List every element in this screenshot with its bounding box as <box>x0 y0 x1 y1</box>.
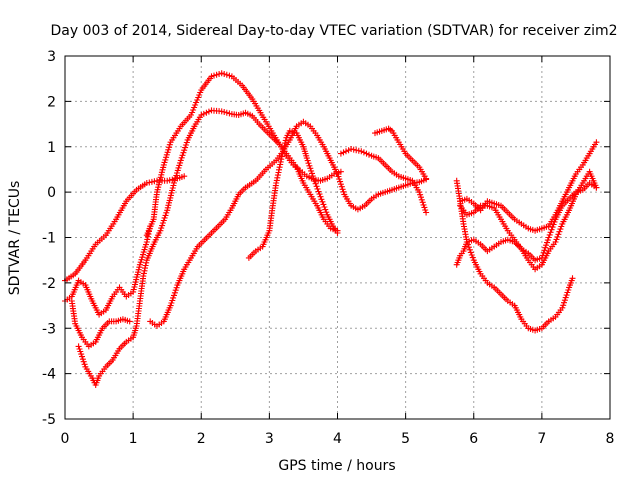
y-tick-label: -3 <box>42 321 56 337</box>
series-markers <box>372 125 430 182</box>
y-tick-label: -5 <box>42 412 56 428</box>
series-markers <box>457 139 600 234</box>
chart-title: Day 003 of 2014, Sidereal Day-to-day VTE… <box>51 23 618 39</box>
x-tick-label: 4 <box>333 431 342 447</box>
series-sat-e <box>143 70 341 239</box>
y-tick-label: -2 <box>42 276 56 292</box>
series-markers <box>147 118 430 329</box>
series-sat-h <box>337 146 430 216</box>
y-tick-label: 3 <box>47 49 56 65</box>
x-tick-label: 0 <box>61 431 70 447</box>
x-tick-label: 1 <box>129 431 138 447</box>
series-markers <box>68 298 133 350</box>
y-tick-label: 0 <box>47 185 56 201</box>
y-tick-label: 2 <box>47 94 56 110</box>
series-markers <box>337 146 430 216</box>
x-tick-label: 5 <box>401 431 410 447</box>
y-tick-label: 1 <box>47 140 56 156</box>
x-tick-label: 3 <box>265 431 274 447</box>
series-sat-f <box>147 118 430 329</box>
x-tick-label: 7 <box>537 431 546 447</box>
series-sat-m <box>457 139 600 234</box>
x-tick-label: 2 <box>197 431 206 447</box>
data-series <box>62 70 600 388</box>
series-markers <box>143 70 341 239</box>
series-sat-i <box>372 125 430 182</box>
y-tick-label: -1 <box>42 231 56 247</box>
y-axis-label: SDTVAR / TECUs <box>7 181 23 296</box>
y-tick-label: -4 <box>42 367 56 383</box>
series-sat-c <box>68 298 133 350</box>
axis-ticks: 0 1 2 3 4 5 6 7 8 3 2 1 0 -1 -2 -3 -4 -5 <box>42 49 614 447</box>
x-tick-label: 8 <box>606 431 615 447</box>
x-axis-label: GPS time / hours <box>278 458 395 474</box>
series-markers <box>245 127 341 261</box>
x-tick-label: 6 <box>469 431 478 447</box>
series-sat-g <box>245 127 341 261</box>
